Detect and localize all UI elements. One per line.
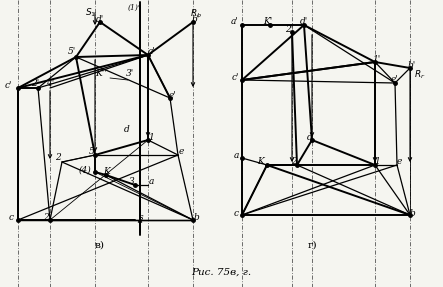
Text: b': b' <box>408 61 416 71</box>
Text: d: d <box>307 133 313 141</box>
Text: a': a' <box>231 18 239 26</box>
Text: d: d <box>124 125 130 135</box>
Text: $S_1$: $S_1$ <box>85 7 97 19</box>
Text: e: e <box>396 158 402 166</box>
Text: г): г) <box>307 241 317 249</box>
Text: e': e' <box>169 90 177 100</box>
Text: b: b <box>193 214 199 222</box>
Text: 3: 3 <box>129 177 135 187</box>
Text: K: K <box>257 158 264 166</box>
Text: c': c' <box>232 73 239 82</box>
Text: 2: 2 <box>291 158 297 166</box>
Text: 1: 1 <box>374 158 380 166</box>
Text: $R_b$: $R_b$ <box>190 8 202 20</box>
Text: K'': K'' <box>95 69 107 79</box>
Text: s: s <box>139 214 144 222</box>
Text: (1)': (1)' <box>128 4 140 12</box>
Text: a: a <box>148 177 154 187</box>
Text: 1: 1 <box>148 133 154 141</box>
Text: $R_г$: $R_г$ <box>414 69 426 81</box>
Text: b: b <box>409 208 415 218</box>
Text: c': c' <box>4 80 12 90</box>
Text: e': e' <box>391 75 399 84</box>
Text: c: c <box>9 214 14 222</box>
Text: e: e <box>179 148 184 156</box>
Text: 5: 5 <box>89 148 95 156</box>
Text: 3': 3' <box>126 69 134 79</box>
Text: 1': 1' <box>373 55 381 63</box>
Text: d': d' <box>300 18 308 26</box>
Text: a': a' <box>148 48 156 57</box>
Text: 2: 2 <box>43 214 49 222</box>
Text: c: c <box>234 208 239 218</box>
Text: d': d' <box>96 15 104 24</box>
Text: K': K' <box>264 18 272 26</box>
Text: 5': 5' <box>68 48 76 57</box>
Text: b': b' <box>192 15 200 24</box>
Text: 2': 2' <box>31 79 39 88</box>
Text: 2: 2 <box>55 154 61 162</box>
Text: (4): (4) <box>78 166 91 174</box>
Text: в): в) <box>95 241 105 249</box>
Text: a: a <box>233 150 239 160</box>
Text: Рис. 75в, г.: Рис. 75в, г. <box>191 267 251 276</box>
Text: 2': 2' <box>285 26 293 34</box>
Text: K: K <box>104 168 110 177</box>
Text: 4': 4' <box>46 79 54 88</box>
